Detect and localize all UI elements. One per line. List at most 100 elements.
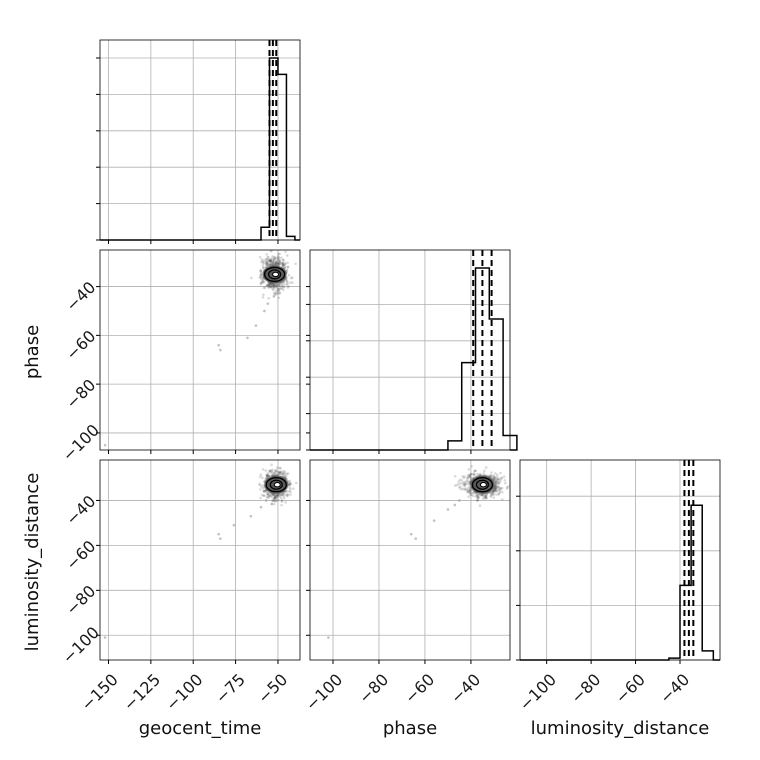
sample-point: [484, 466, 488, 469]
sample-point: [273, 257, 277, 260]
sample-point: [267, 285, 271, 288]
sample-point: [498, 489, 502, 492]
sample-point: [489, 474, 493, 477]
sample-point: [493, 485, 497, 488]
sample-point: [484, 494, 488, 498]
sample-point: [490, 471, 493, 474]
sample-point: [273, 257, 276, 261]
sample-point: [291, 276, 294, 279]
sample-point: [270, 257, 274, 260]
outlier-point-4: [263, 309, 266, 313]
sample-point: [260, 271, 263, 274]
sample-point: [277, 256, 280, 260]
sample-point: [489, 495, 493, 498]
sample-point: [272, 471, 275, 475]
sample-point: [466, 476, 469, 480]
sample-point: [462, 480, 466, 484]
sample-point: [497, 493, 500, 496]
sample-point: [273, 262, 277, 265]
sample-point: [499, 487, 503, 490]
sample-point: [267, 283, 271, 287]
sample-point: [469, 472, 473, 476]
sample-point: [267, 282, 271, 285]
sample-point: [269, 259, 272, 263]
sample-point: [275, 259, 279, 263]
frame-layer: [99, 39, 721, 661]
sample-point: [475, 499, 479, 502]
sample-point: [270, 502, 273, 506]
sample-point: [494, 484, 498, 487]
sample-point: [277, 262, 280, 266]
sample-point: [470, 491, 474, 495]
sample-point: [275, 469, 278, 473]
sample-point: [492, 493, 495, 496]
sample-point: [277, 263, 281, 266]
sample-point: [269, 285, 273, 288]
sample-point: [263, 286, 267, 289]
sample-point: [265, 476, 268, 480]
sample-point: [489, 494, 493, 497]
sample-point: [286, 286, 290, 289]
sample-point: [476, 495, 480, 499]
sample-point: [287, 483, 291, 487]
sample-point: [260, 258, 264, 261]
sample-point: [494, 486, 497, 490]
sample-point: [250, 276, 253, 280]
sample-point: [467, 486, 470, 490]
sample-point: [278, 470, 282, 474]
sample-point: [289, 487, 292, 491]
ylabel-phase: phase: [22, 325, 43, 379]
sample-point: [258, 475, 262, 479]
xtick-label-phase-1: −80: [355, 670, 392, 707]
sample-point: [494, 484, 498, 487]
sample-point: [268, 263, 272, 267]
sample-point: [269, 258, 272, 262]
sample-point: [275, 493, 279, 497]
sample-point: [261, 261, 265, 264]
sample-point: [495, 481, 499, 485]
sample-point: [496, 478, 500, 481]
data-layer: [100, 40, 720, 661]
contour-mid: [267, 269, 282, 280]
sample-point: [282, 280, 285, 283]
sample-point: [269, 260, 273, 263]
outlier-point-2: [246, 336, 249, 340]
sample-point: [259, 270, 262, 273]
sample-point: [279, 262, 283, 265]
sample-point: [458, 486, 461, 489]
sample-point: [270, 470, 274, 474]
sample-point: [272, 499, 276, 503]
sample-point: [467, 491, 471, 494]
sample-point: [285, 279, 289, 283]
outlier-point-6: [327, 636, 330, 639]
sample-point: [505, 487, 509, 490]
sample-point: [262, 266, 265, 270]
sample-point: [281, 470, 284, 473]
sample-point: [495, 479, 498, 483]
sample-point: [462, 483, 465, 486]
sample-point: [274, 261, 277, 265]
sample-point: [263, 280, 266, 284]
xtick-label-luminosity_distance-0: −100: [515, 670, 560, 715]
sample-point: [265, 474, 269, 477]
sample-point: [266, 262, 270, 266]
histogram-luminosity_distance: [520, 504, 720, 661]
sample-point: [278, 291, 282, 295]
sample-point: [276, 292, 279, 296]
sample-point: [478, 504, 482, 508]
sample-point: [266, 474, 269, 478]
panel-frame-1-1: [309, 249, 511, 451]
sample-point: [482, 472, 485, 475]
sample-point: [259, 473, 263, 476]
sample-point: [476, 498, 479, 502]
sample-point: [271, 283, 275, 287]
sample-point: [280, 471, 283, 475]
sample-point: [494, 487, 497, 491]
sample-point: [469, 487, 472, 491]
sample-point: [491, 490, 494, 493]
sample-point: [492, 496, 495, 499]
sample-point: [511, 485, 514, 488]
panel-frame-2-2: [519, 459, 721, 661]
sample-point: [272, 285, 276, 289]
sample-point: [266, 259, 270, 262]
